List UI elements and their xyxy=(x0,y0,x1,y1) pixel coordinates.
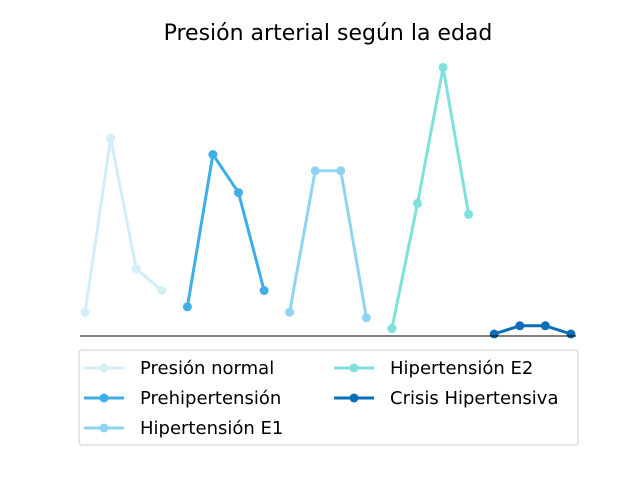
data-point xyxy=(310,166,320,176)
data-point xyxy=(566,329,576,339)
data-point xyxy=(285,307,295,317)
legend-marker xyxy=(99,393,109,403)
data-point xyxy=(80,307,90,317)
series-line xyxy=(185,153,266,309)
legend-label: Presión normal xyxy=(140,358,274,379)
legend-marker xyxy=(99,423,109,433)
legend-label: Hipertensión E2 xyxy=(390,358,533,379)
data-point xyxy=(259,286,269,295)
legend-marker xyxy=(349,393,359,403)
data-point xyxy=(387,324,397,334)
data-point xyxy=(438,62,448,72)
legend: Presión normal Prehipertensión Hipertensió… xyxy=(78,349,579,446)
legend-item: Crisis Hipertensiva xyxy=(334,388,559,409)
legend-marker xyxy=(99,363,109,373)
data-point xyxy=(182,302,192,312)
data-point xyxy=(336,166,346,176)
legend-item: Hipertensión E1 xyxy=(84,418,283,439)
legend-item: Presión normal xyxy=(84,358,274,379)
data-point xyxy=(515,321,525,331)
series-line xyxy=(83,136,164,314)
legend-item: Prehipertensión xyxy=(84,388,281,409)
legend-item: Hipertensión E2 xyxy=(334,358,533,379)
series-2 xyxy=(182,150,269,312)
data-point xyxy=(413,198,422,208)
series-3 xyxy=(285,166,371,323)
legend-frame xyxy=(78,349,579,446)
data-point xyxy=(131,264,141,274)
series-line xyxy=(288,169,368,320)
series-line xyxy=(492,324,573,336)
plot-area xyxy=(80,62,576,339)
series-line xyxy=(390,65,471,331)
legend-label: Hipertensión E1 xyxy=(140,418,283,439)
data-point xyxy=(157,286,167,295)
chart-title: Presión arterial según la edad xyxy=(164,21,493,46)
legend-label: Crisis Hipertensiva xyxy=(390,388,559,409)
data-point xyxy=(489,329,499,339)
data-point xyxy=(361,313,371,323)
data-point xyxy=(106,133,116,143)
series-1 xyxy=(80,133,167,317)
legend-marker xyxy=(349,363,359,373)
data-point xyxy=(464,209,474,219)
data-point xyxy=(234,188,243,198)
series-4 xyxy=(387,62,474,334)
legend-label: Prehipertensión xyxy=(140,388,281,409)
data-point xyxy=(540,321,550,331)
data-point xyxy=(208,150,218,159)
